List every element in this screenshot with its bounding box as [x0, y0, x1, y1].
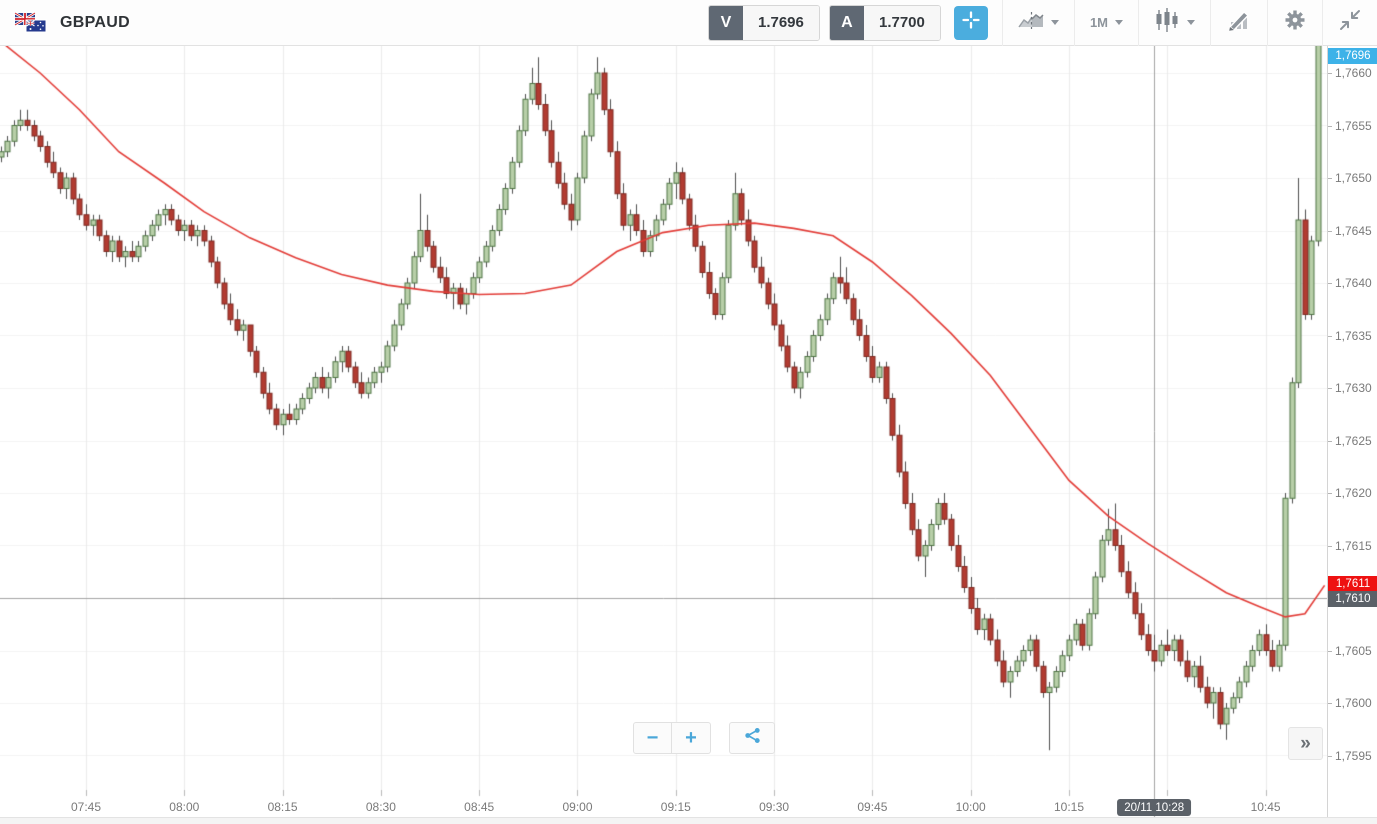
zoom-controls: − +	[633, 722, 711, 754]
time-axis-label: 09:00	[562, 800, 593, 814]
timeframe-dropdown[interactable]: 1M	[1075, 0, 1138, 45]
candlestick-icon	[1154, 7, 1180, 38]
price-axis-label: 1,7660	[1328, 66, 1372, 80]
share-icon	[743, 726, 762, 750]
price-axis-label: 1,7640	[1328, 276, 1372, 290]
crosshair-icon	[961, 10, 981, 35]
gear-icon	[1283, 8, 1307, 37]
share-button[interactable]	[729, 722, 775, 754]
time-axis-label: 08:00	[169, 800, 200, 814]
toolbar-divider	[1267, 0, 1268, 46]
price-axis-label: 1,7605	[1328, 643, 1372, 658]
ask-side-label: A	[829, 5, 864, 40]
crosshair-price-badge: 1,7610	[1328, 591, 1377, 607]
drawing-tools-button[interactable]	[1211, 0, 1267, 45]
zoom-out-button[interactable]: −	[633, 722, 672, 754]
chevron-down-icon	[1187, 20, 1195, 25]
timeframe-label: 1M	[1089, 15, 1108, 30]
settings-button[interactable]	[1268, 0, 1322, 45]
collapse-chart-button[interactable]	[1323, 0, 1377, 45]
candle-style-dropdown[interactable]	[1139, 0, 1210, 45]
sell-price: 1.7696	[742, 5, 819, 40]
price-axis-label: 1,7655	[1328, 118, 1372, 133]
price-axis-label: 1,7645	[1328, 223, 1372, 238]
zoom-in-button[interactable]: +	[672, 722, 711, 754]
price-axis-label: 1,7630	[1328, 381, 1372, 395]
chart-canvas[interactable]	[0, 46, 1327, 817]
ask-price: 1.7700	[863, 5, 940, 40]
time-axis-label: 08:15	[267, 800, 298, 814]
toolbar-divider	[1322, 0, 1323, 46]
plus-icon: +	[685, 726, 697, 749]
sell-button[interactable]: V 1.7696	[707, 4, 820, 41]
crosshair-toggle-button[interactable]	[953, 5, 988, 40]
double-chevron-right-icon: »	[1300, 732, 1311, 754]
price-axis-label: 1,7625	[1328, 433, 1372, 448]
price-axis-label: 1,7595	[1328, 748, 1372, 763]
indicator-value-badge: 1,7611	[1328, 576, 1377, 593]
gbpaud-flags-icon	[14, 11, 48, 34]
chevron-down-icon	[1050, 20, 1059, 25]
toolbar-divider	[1001, 0, 1003, 46]
ask-button[interactable]: A 1.7700	[828, 4, 941, 41]
time-axis-label: 08:30	[365, 800, 396, 814]
expand-panel-button[interactable]: »	[1288, 727, 1323, 760]
chevron-down-icon	[1115, 20, 1123, 25]
bottom-strip	[0, 817, 1377, 824]
price-axis-label: 1,7620	[1328, 486, 1372, 500]
price-axis[interactable]: 1,7660 1,7655 1,7650 1,7645 1,7640 1,7635 1,76…	[1327, 46, 1377, 817]
current-price-badge: 1,7696	[1328, 48, 1377, 64]
toolbar-divider	[1073, 0, 1075, 46]
area-chart-type-icon	[1018, 10, 1044, 35]
symbol-group: GBPAUD	[14, 11, 130, 34]
crosshair-time-badge: 20/11 10:28	[1117, 799, 1192, 816]
minus-icon: −	[646, 726, 659, 749]
toolbar-divider	[1210, 0, 1211, 46]
symbol-title: GBPAUD	[60, 13, 130, 31]
pencil-draw-icon	[1226, 8, 1252, 37]
top-toolbar: GBPAUD V 1.7696 A 1.7700	[0, 0, 1377, 46]
time-axis-label: 07:45	[70, 800, 102, 814]
toolbar-divider	[1138, 0, 1139, 46]
price-axis-label: 1,7650	[1328, 171, 1372, 185]
chart-type-dropdown[interactable]	[1003, 0, 1074, 45]
collapse-icon	[1338, 8, 1362, 37]
time-axis-label: 08:45	[464, 800, 495, 814]
time-axis-label: 09:45	[857, 800, 888, 814]
price-axis-label: 1,7635	[1328, 328, 1372, 343]
sell-side-label: V	[708, 5, 743, 40]
time-axis-label: 10:15	[1053, 800, 1084, 814]
time-axis-label: 10:45	[1250, 800, 1281, 814]
time-axis-label: 09:15	[660, 800, 691, 814]
time-axis-label: 09:30	[759, 800, 790, 814]
price-axis-label: 1,7600	[1328, 696, 1372, 710]
price-axis-label: 1,7615	[1328, 538, 1372, 553]
time-axis-label: 10:00	[955, 800, 986, 814]
